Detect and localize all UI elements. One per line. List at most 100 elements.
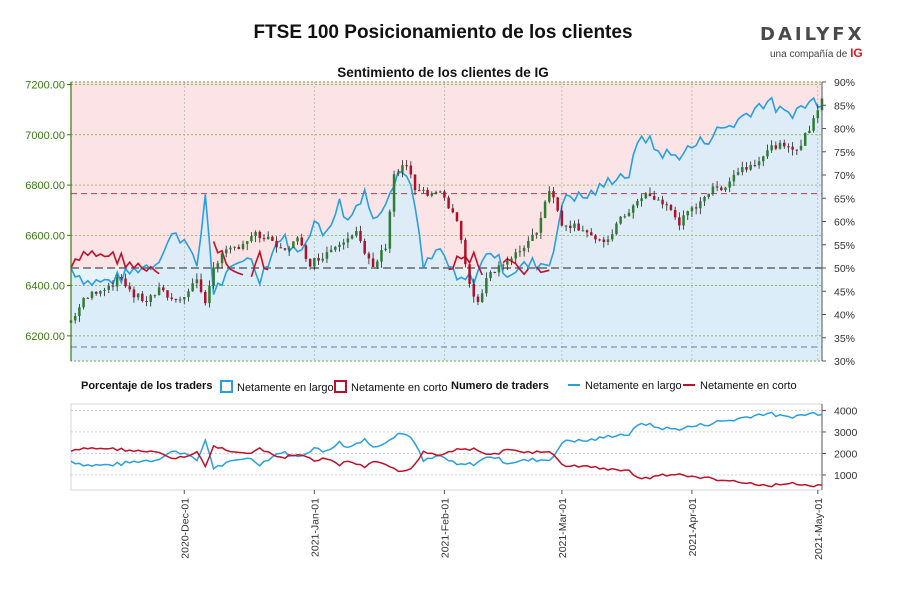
candle-body xyxy=(682,215,685,226)
candle-body xyxy=(346,238,350,243)
candle-body xyxy=(686,211,689,216)
candle-body xyxy=(619,216,622,224)
ig-logo: IG xyxy=(850,46,863,60)
candle-body xyxy=(78,307,81,317)
candle-body xyxy=(321,258,324,261)
candle-body xyxy=(82,297,85,308)
candle-body xyxy=(724,187,727,191)
candle-body xyxy=(598,239,601,241)
candle-body xyxy=(606,239,610,243)
legend-num-title: Numero de traders xyxy=(451,380,549,392)
candle-body xyxy=(417,190,421,192)
x-tick-label: 2020-Dec-01 xyxy=(179,498,191,559)
legend-num-long: Netamente en largo xyxy=(568,380,682,392)
candle-body xyxy=(799,145,803,150)
candle-body xyxy=(363,240,366,254)
candle-body xyxy=(556,197,559,211)
candle-body xyxy=(631,205,635,213)
candle-body xyxy=(245,241,249,244)
count-tick-label: 4000 xyxy=(834,405,858,417)
dailyfx-logo: DAILYFX xyxy=(760,24,865,45)
candle-body xyxy=(388,211,392,249)
candle-body xyxy=(405,165,408,167)
candle-body xyxy=(741,167,744,173)
candle-body xyxy=(548,191,551,202)
candle-body xyxy=(334,246,337,250)
candle-body xyxy=(468,264,471,284)
candle-body xyxy=(115,277,119,287)
candle-body xyxy=(229,247,232,250)
candle-body xyxy=(367,253,371,259)
candle-body xyxy=(728,181,731,188)
candle-body xyxy=(443,191,446,198)
candle-body xyxy=(73,316,77,321)
candle-body xyxy=(384,248,387,251)
candle-body xyxy=(430,193,434,196)
candle-body xyxy=(275,240,278,248)
candle-body xyxy=(224,249,228,254)
candle-body xyxy=(94,291,98,294)
pct-tick-label: 90% xyxy=(834,77,855,89)
x-tick-label: 2021-Feb-01 xyxy=(439,498,451,558)
candle-body xyxy=(661,199,664,205)
pct-tick-label: 80% xyxy=(834,124,855,136)
candle-body xyxy=(325,252,329,259)
candle-body xyxy=(816,110,820,119)
candle-body xyxy=(522,247,526,252)
legend-pct-long-label: Netamente en largo xyxy=(237,382,334,394)
candle-body xyxy=(585,230,589,233)
candle-body xyxy=(178,299,182,301)
candle-body xyxy=(757,161,761,166)
candle-body xyxy=(308,258,312,267)
candle-body xyxy=(153,295,157,297)
candle-body xyxy=(615,223,618,235)
candle-body xyxy=(627,212,631,217)
legend-num-short: Netamente en corto xyxy=(683,380,797,392)
x-tick-label: 2021-May-01 xyxy=(813,498,825,560)
candle-body xyxy=(493,271,497,273)
candle-body xyxy=(409,165,413,175)
candle-body xyxy=(401,165,404,173)
candle-body xyxy=(715,186,719,188)
candle-body xyxy=(459,221,463,240)
candle-body xyxy=(191,283,194,292)
candle-body xyxy=(195,279,199,284)
candle-body xyxy=(392,174,396,212)
candle-body xyxy=(720,187,723,191)
candle-body xyxy=(648,193,652,196)
candle-body xyxy=(610,234,614,240)
candle-body xyxy=(145,301,148,303)
price-tick-label: 6600.00 xyxy=(25,230,65,242)
candle-body xyxy=(753,165,757,167)
legend-num-short-swatch xyxy=(683,384,695,386)
candle-body xyxy=(518,251,522,253)
candle-body xyxy=(342,242,345,245)
candle-body xyxy=(157,287,161,296)
candle-body xyxy=(120,277,123,279)
candle-body xyxy=(266,236,270,240)
candle-body xyxy=(782,142,786,147)
x-tick-label: 2021-Apr-01 xyxy=(687,498,699,557)
candle-body xyxy=(237,246,241,249)
candle-body xyxy=(174,298,178,300)
candle-body xyxy=(271,236,274,241)
candle-body xyxy=(283,248,287,250)
candle-body xyxy=(262,238,266,240)
candle-body xyxy=(162,287,165,291)
pct-tick-label: 35% xyxy=(834,333,855,345)
candle-body xyxy=(287,247,291,250)
candle-body xyxy=(250,236,253,242)
candle-body xyxy=(501,264,505,266)
candle-body xyxy=(141,293,144,302)
candle-body xyxy=(539,217,543,233)
candle-body xyxy=(594,235,597,240)
candle-body xyxy=(212,267,215,287)
candle-body xyxy=(560,210,564,226)
pct-tick-label: 60% xyxy=(834,217,855,229)
candle-body xyxy=(476,296,480,303)
legend-short-swatch xyxy=(334,380,347,393)
count-panel-frame xyxy=(70,403,823,491)
candle-body xyxy=(803,133,807,146)
candle-body xyxy=(376,261,379,267)
candle-body xyxy=(455,212,459,222)
